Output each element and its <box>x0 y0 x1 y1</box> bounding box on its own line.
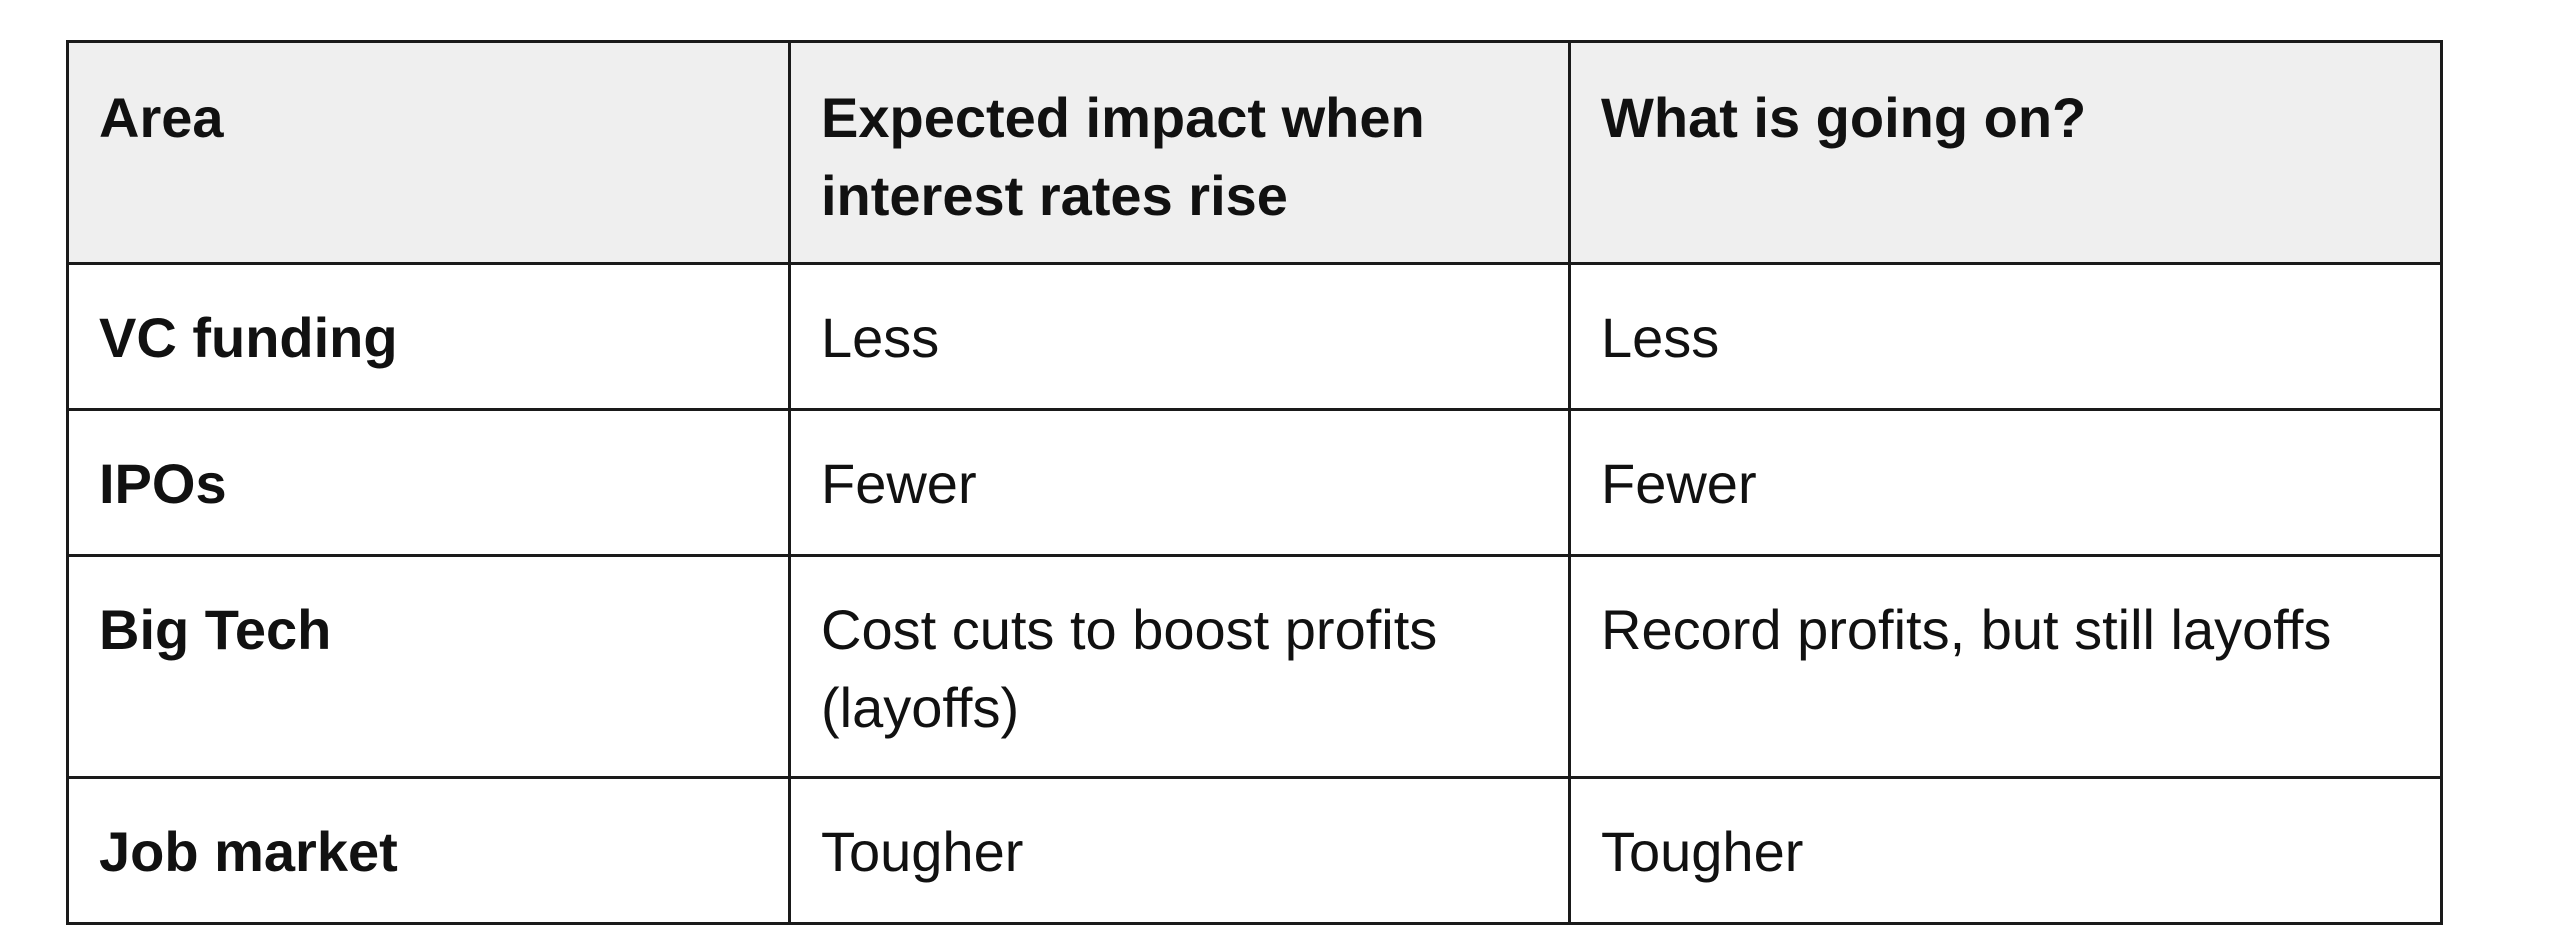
actual-situation-cell: Tougher <box>1568 776 2443 925</box>
actual-situation-cell: Record profits, but still layoffs <box>1568 554 2443 779</box>
area-cell: Big Tech <box>66 554 791 779</box>
expected-impact-cell: Tougher <box>788 776 1571 925</box>
header-what-is-going-on: What is going on? <box>1568 40 2443 265</box>
header-expected-impact: Expected impact when interest rates rise <box>788 40 1571 265</box>
table-header-row: Area Expected impact when interest rates… <box>66 40 2443 265</box>
area-cell: IPOs <box>66 408 791 557</box>
table-row: Job market Tougher Tougher <box>66 776 2443 925</box>
table-row: VC funding Less Less <box>66 262 2443 411</box>
comparison-table-container: Area Expected impact when interest rates… <box>66 40 2443 925</box>
interest-rate-impact-table: Area Expected impact when interest rates… <box>66 40 2443 925</box>
actual-situation-cell: Fewer <box>1568 408 2443 557</box>
table-row: IPOs Fewer Fewer <box>66 408 2443 557</box>
header-area: Area <box>66 40 791 265</box>
expected-impact-cell: Cost cuts to boost profits (layoffs) <box>788 554 1571 779</box>
table-row: Big Tech Cost cuts to boost profits (lay… <box>66 554 2443 779</box>
expected-impact-cell: Less <box>788 262 1571 411</box>
actual-situation-cell: Less <box>1568 262 2443 411</box>
expected-impact-cell: Fewer <box>788 408 1571 557</box>
area-cell: VC funding <box>66 262 791 411</box>
area-cell: Job market <box>66 776 791 925</box>
